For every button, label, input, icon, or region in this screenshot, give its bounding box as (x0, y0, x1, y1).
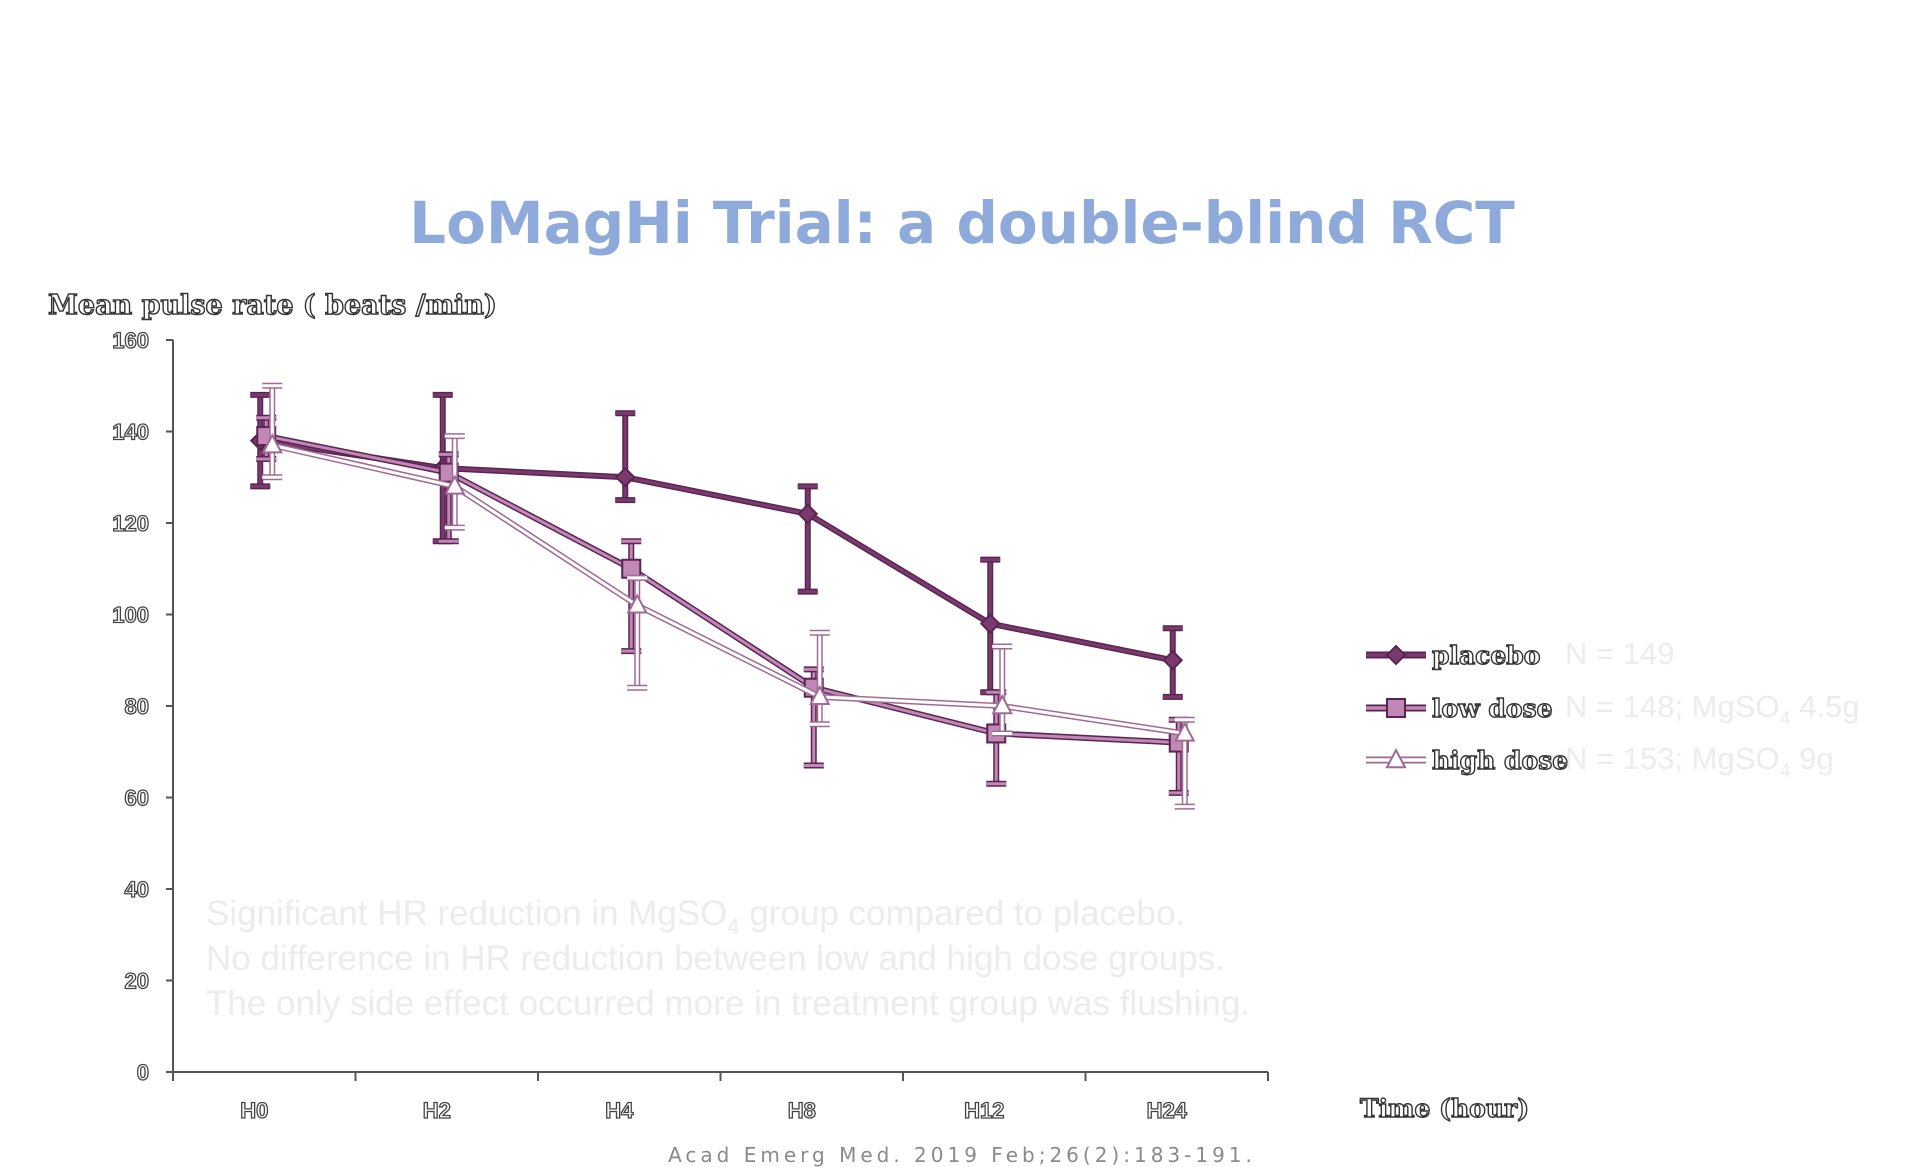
legend-label: placebo (1432, 641, 1540, 670)
chart-axes (166, 339, 1269, 1081)
legend-label: low dose (1432, 694, 1553, 723)
series-line (271, 443, 1185, 735)
data-point (1174, 721, 1196, 742)
y-tick-labels: 0 20 40 60 80 100 120 140 160 (112, 327, 150, 1085)
y-tick-label: 140 (112, 420, 149, 445)
legend-marker (1385, 644, 1407, 666)
x-tick-label: H0 (240, 1098, 268, 1123)
legend-label: high dose (1432, 746, 1568, 775)
y-axis-label: Mean pulse rate ( beats /min) (48, 290, 497, 321)
legend: placebo N = 149 low dose N = 148; MgSO4 4.5… (1366, 636, 1860, 782)
conclusion-line: No difference in HR reduction between lo… (206, 939, 1225, 978)
y-tick-label: 80 (125, 694, 149, 719)
legend-marker (1385, 747, 1407, 769)
x-axis-label: Time (hour) (1360, 1094, 1529, 1123)
series-line (265, 434, 1179, 745)
slide-title: LoMagHi Trial: a double-blind RCT (409, 189, 1515, 257)
y-tick-label: 60 (125, 786, 149, 811)
legend-item: low dose N = 148; MgSO4 4.5g (1366, 689, 1860, 730)
data-point (614, 466, 636, 488)
y-tick-label: 20 (125, 969, 149, 994)
data-point (261, 433, 283, 454)
data-point (809, 684, 831, 706)
y-tick-label: 0 (137, 1060, 149, 1085)
error-bar (262, 382, 283, 481)
data-point (1162, 649, 1184, 671)
data-point (991, 693, 1013, 715)
series-line-outline (265, 433, 1179, 746)
legend-n-count: N = 149 (1565, 636, 1674, 671)
y-tick-label: 160 (112, 328, 149, 353)
data-point (979, 613, 1001, 635)
x-tick-labels: H0 H2 H4 H8 H12 H24 (240, 1097, 1189, 1123)
citation: Acad Emerg Med. 2019 Feb;26(2):183-191. (668, 1143, 1256, 1167)
legend-marker (1386, 698, 1406, 718)
legend-n-count: N = 148; MgSO4 4.5g (1565, 689, 1860, 730)
series-placebo (249, 391, 1184, 700)
error-bar (797, 483, 818, 595)
conclusion-line: Significant HR reduction in MgSO4 group … (206, 894, 1185, 939)
x-tick-label: H12 (964, 1098, 1004, 1123)
data-point (797, 503, 819, 525)
y-tick-label: 120 (112, 511, 149, 536)
series-line-outline (271, 442, 1186, 737)
conclusion-line: The only side effect occurred more in tr… (206, 984, 1250, 1023)
x-tick-label: H4 (605, 1098, 634, 1123)
error-bar (992, 643, 1013, 737)
x-tick-label: H8 (788, 1098, 816, 1123)
data-point (626, 593, 648, 614)
series-layer (249, 382, 1196, 810)
legend-n-count: N = 153; MgSO4 9g (1565, 741, 1834, 782)
y-tick-label: 40 (125, 877, 149, 902)
error-bar (809, 629, 830, 728)
x-tick-label: H24 (1147, 1098, 1188, 1123)
legend-item: placebo N = 149 (1366, 636, 1674, 671)
series-high-dose (261, 382, 1196, 810)
data-point (444, 474, 466, 495)
x-tick-label: H2 (423, 1098, 451, 1123)
y-tick-label: 100 (112, 603, 149, 628)
conclusion-notes: Significant HR reduction in MgSO4 group … (206, 894, 1250, 1023)
